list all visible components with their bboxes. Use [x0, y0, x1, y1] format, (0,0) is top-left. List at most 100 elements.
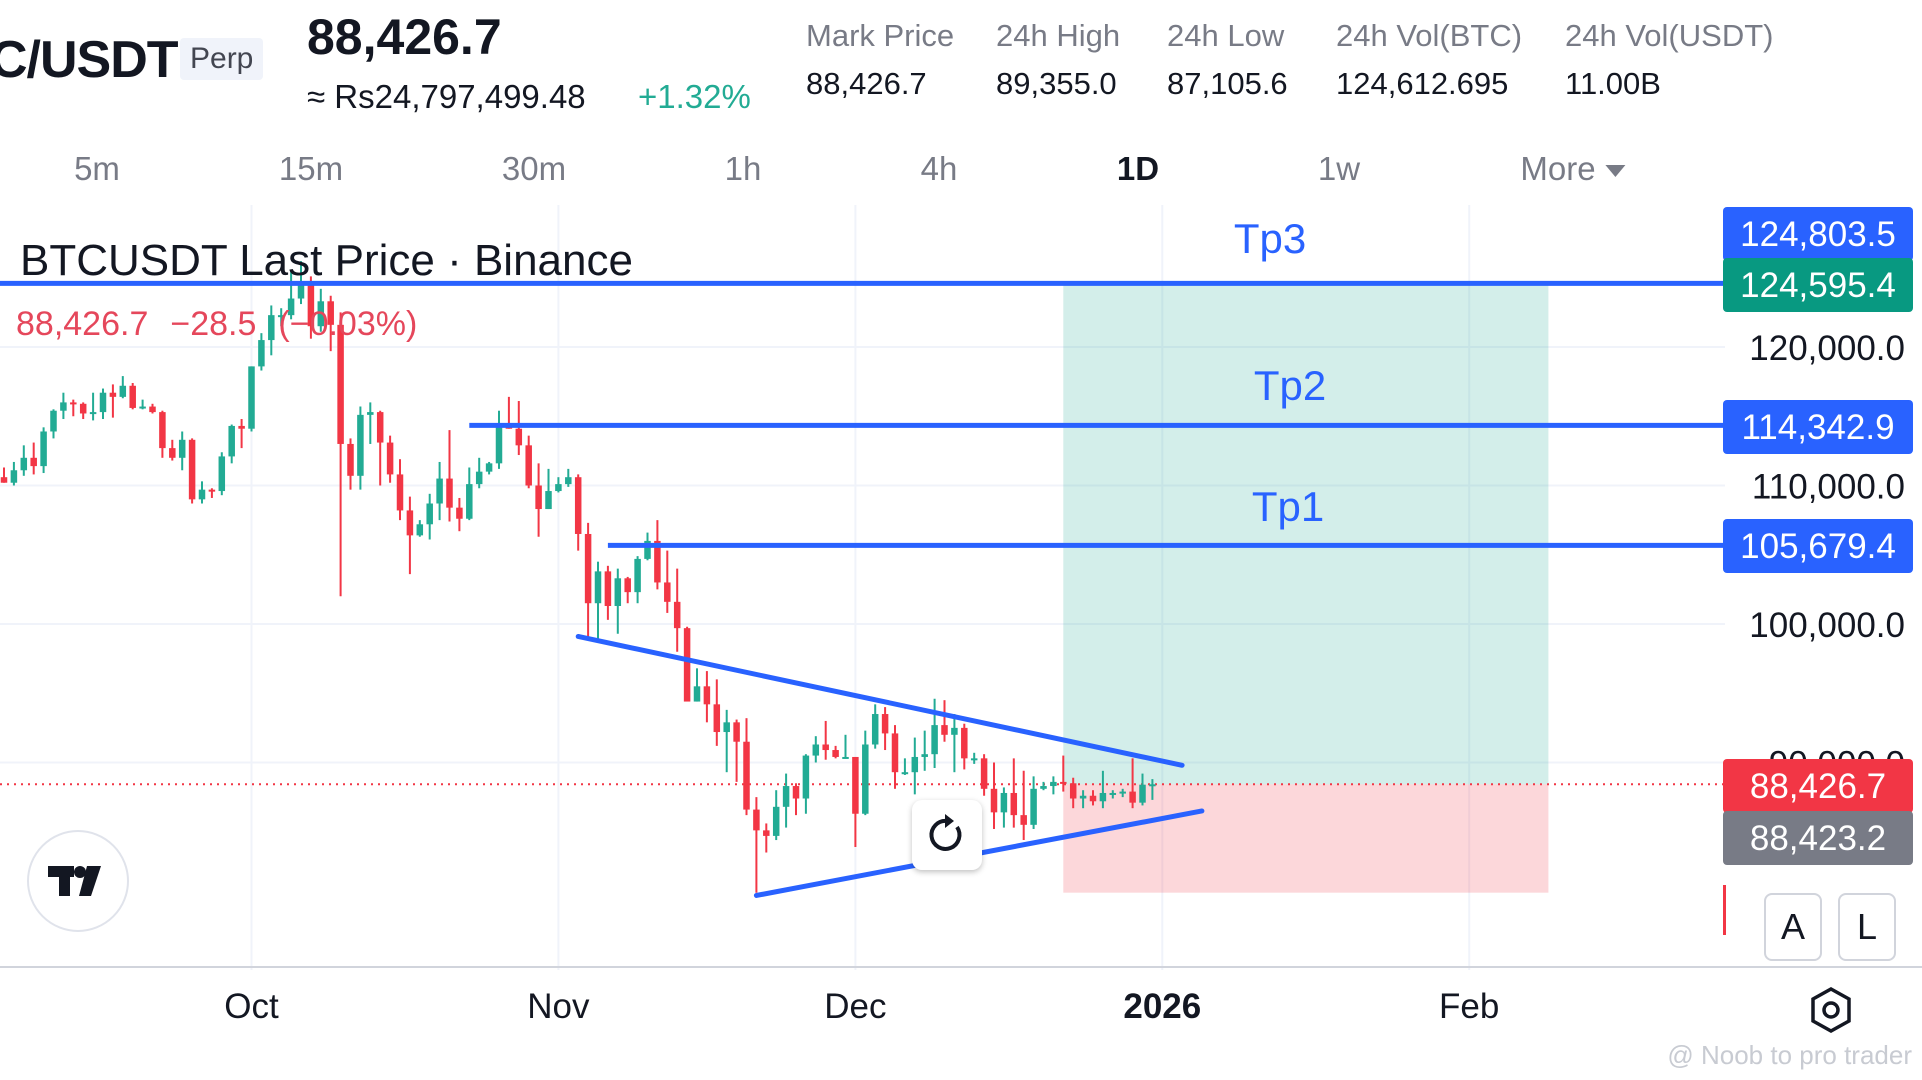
candle-body — [713, 704, 721, 733]
candle — [525, 435, 532, 489]
candle-body — [396, 474, 404, 511]
candle-body — [1050, 781, 1057, 787]
candle — [169, 439, 176, 461]
candle — [713, 679, 721, 746]
candle-body — [961, 727, 968, 759]
x-tick-label: Dec — [824, 987, 886, 1026]
candle-body — [1040, 786, 1047, 789]
candle-body — [782, 786, 790, 807]
candle-body — [703, 686, 711, 705]
candle-body — [634, 558, 641, 593]
reset-chart-button[interactable] — [912, 800, 982, 870]
stat-value: 124,612.695 — [1336, 66, 1509, 101]
candle-body — [327, 301, 334, 325]
candle — [208, 488, 216, 498]
timeframe-1d[interactable]: 1D — [1116, 150, 1160, 187]
candle — [307, 276, 315, 339]
log-scale-button[interactable]: L — [1838, 893, 1896, 961]
price-tag-label: 114,342.9 — [1741, 408, 1894, 447]
price-tag-bg — [1723, 400, 1913, 454]
candle-body — [545, 491, 552, 510]
candle-body — [258, 340, 265, 367]
candle-body — [1030, 788, 1037, 825]
change-percent: +1.32% — [638, 78, 751, 115]
candle-body — [70, 402, 77, 405]
ohlc-change-pct: (−0.03%) — [278, 305, 418, 343]
candle-body — [277, 315, 285, 318]
candle — [782, 773, 790, 828]
timeframe-4h[interactable]: 4h — [920, 150, 958, 187]
symbol-name[interactable]: C/USDT — [0, 31, 179, 89]
candle-body — [871, 714, 879, 745]
candle-body — [733, 722, 740, 742]
candle-body — [614, 578, 622, 606]
timeframe-30m[interactable]: 30m — [501, 150, 567, 187]
candle — [565, 468, 572, 487]
candle-body — [862, 744, 869, 814]
candle-body — [683, 628, 691, 702]
candle — [79, 402, 87, 420]
timeframe-15m[interactable]: 15m — [278, 150, 344, 187]
x-tick-label: 2026 — [1123, 987, 1201, 1026]
candle-body — [1149, 784, 1156, 787]
candle-body — [50, 410, 57, 432]
candle — [951, 714, 958, 773]
price-tag-label: 124,595.4 — [1740, 266, 1896, 305]
candle — [584, 522, 592, 640]
candle-body — [0, 477, 8, 483]
candle — [1030, 776, 1037, 829]
candle-body — [1069, 783, 1077, 799]
candle-body — [79, 403, 87, 414]
tradingview-logo-icon[interactable] — [27, 830, 129, 932]
candle — [673, 568, 681, 652]
timeframe-5m[interactable]: 5m — [74, 150, 120, 187]
price-tag-mark: 88,423.2 — [1723, 811, 1913, 865]
settings-hexagon-icon[interactable] — [1806, 985, 1856, 1035]
candle — [1020, 770, 1027, 841]
price-tag-line: 124,803.5 — [1723, 207, 1913, 261]
auto-scale-button[interactable]: A — [1764, 893, 1822, 961]
price-tag-label: 105,679.4 — [1740, 527, 1896, 566]
candle — [574, 474, 582, 551]
candle-body — [475, 471, 483, 485]
candle-body — [337, 324, 344, 444]
candle-body — [347, 443, 354, 476]
price-tag-bg — [1723, 258, 1913, 312]
timeframe-1h[interactable]: 1h — [724, 150, 762, 187]
candle — [357, 406, 364, 490]
candle — [881, 707, 889, 751]
candle-body — [297, 281, 305, 299]
x-tick-label: Nov — [527, 987, 590, 1026]
candle-body — [822, 744, 829, 751]
candle — [495, 410, 503, 469]
price-chart[interactable]: Tp3Tp2Tp1100,000.0110,000.0120,000.090,0… — [0, 205, 1922, 1045]
stat-value: 87,105.6 — [1167, 66, 1288, 101]
candle-body — [248, 366, 255, 429]
candle-body — [980, 758, 988, 789]
candle-body — [1089, 795, 1097, 802]
more-label: More — [1520, 150, 1596, 187]
candle — [990, 762, 998, 829]
candle — [456, 497, 463, 532]
candle-body — [198, 489, 206, 500]
candle — [515, 401, 523, 456]
stat-label: 24h High — [996, 18, 1121, 53]
candle-body — [574, 477, 582, 534]
candle — [654, 520, 661, 590]
candle — [238, 419, 245, 449]
candle — [0, 467, 8, 483]
candle — [871, 704, 879, 749]
last-price: 88,426.7 — [307, 9, 502, 65]
timeframe-bar: 5m 15m 30m 1h 4h 1D 1w More — [0, 150, 1922, 200]
candle — [426, 493, 433, 540]
stat-label: 24h Vol(BTC) — [1336, 18, 1523, 53]
price-tag-label: 124,803.5 — [1740, 215, 1896, 254]
candle-body — [208, 489, 216, 492]
timeframe-1w[interactable]: 1w — [1317, 150, 1361, 187]
price-tag-bg — [1723, 759, 1913, 813]
candle — [743, 718, 750, 816]
timeframe-more[interactable]: More — [1520, 150, 1626, 188]
price-tag-bg — [1723, 811, 1913, 865]
candle — [178, 431, 186, 471]
candle — [99, 388, 107, 420]
